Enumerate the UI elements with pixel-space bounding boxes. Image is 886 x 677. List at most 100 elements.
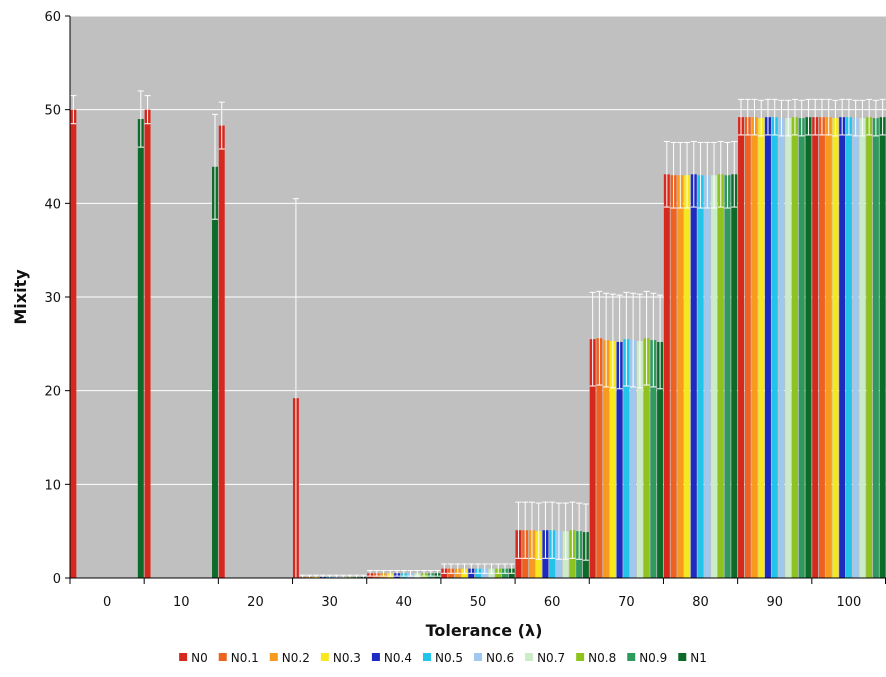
bar	[616, 341, 623, 578]
bar	[825, 117, 832, 578]
bar	[144, 109, 151, 579]
x-tick-label: 90	[766, 595, 783, 610]
legend-item: N0.2	[269, 651, 310, 665]
legend-label: N0.7	[537, 651, 565, 665]
legend-label: N0.2	[282, 651, 310, 665]
bar	[630, 340, 637, 578]
y-tick-label: 30	[44, 291, 61, 306]
bar	[711, 175, 718, 578]
bar	[218, 125, 225, 578]
bars	[70, 109, 886, 579]
bar	[690, 174, 697, 578]
bar	[697, 175, 704, 578]
legend-item: N0.3	[320, 651, 361, 665]
bar	[879, 117, 886, 578]
y-tick-label: 50	[44, 104, 61, 119]
legend-item: N0.7	[525, 651, 565, 665]
bar	[704, 175, 711, 578]
legend-swatch	[269, 653, 278, 661]
legend-swatch	[525, 653, 534, 661]
x-tick-label: 80	[692, 595, 709, 610]
bar	[643, 338, 650, 578]
x-tick-label: 70	[618, 595, 635, 610]
legend-item: N0.8	[576, 651, 616, 665]
bar	[832, 118, 839, 578]
legend-swatch	[218, 653, 227, 661]
legend-label: N0.5	[435, 651, 463, 665]
legend-swatch	[320, 653, 329, 661]
bar	[137, 119, 144, 579]
legend-item: N0	[179, 651, 208, 665]
bar	[805, 117, 812, 578]
y-tick-label: 20	[44, 385, 61, 400]
bar	[866, 117, 873, 578]
bar	[751, 117, 758, 578]
bar	[731, 174, 738, 578]
legend-swatch	[627, 653, 636, 661]
x-tick-label: 50	[470, 595, 487, 610]
legend-swatch	[371, 653, 380, 661]
bar	[818, 117, 825, 578]
bar	[778, 118, 785, 578]
x-tick-labels: 0 10 20 30 40 50 60 70 80 90 100	[103, 595, 861, 610]
x-tick-label: 40	[396, 595, 413, 610]
legend-label: N0.8	[588, 651, 616, 665]
bar	[603, 340, 610, 578]
legend-label: N1	[690, 651, 707, 665]
legend-item: N0.4	[371, 651, 412, 665]
bar	[670, 175, 677, 578]
legend-label: N0	[191, 651, 208, 665]
bar	[609, 341, 616, 578]
bar	[596, 338, 603, 578]
bar	[70, 109, 77, 579]
legend-item: N0.1	[218, 651, 259, 665]
bar	[663, 174, 670, 578]
bar	[744, 117, 751, 578]
bar	[791, 117, 798, 578]
bar	[859, 118, 866, 578]
legend-item: N0.6	[474, 651, 514, 665]
y-tick-label: 40	[44, 197, 61, 212]
bar	[684, 175, 691, 578]
axes	[69, 16, 886, 584]
legend-label: N0.9	[639, 651, 667, 665]
legend-label: N0.3	[333, 651, 361, 665]
legend-swatch	[576, 653, 585, 661]
x-tick-label: 100	[836, 595, 861, 610]
bar	[623, 339, 630, 578]
legend-swatch	[678, 653, 687, 661]
bar	[798, 118, 805, 578]
legend-item: N0.5	[422, 651, 463, 665]
legend-label: N0.1	[231, 651, 259, 665]
x-tick-label: 0	[103, 595, 111, 610]
error-bars	[70, 90, 886, 579]
bar	[589, 339, 596, 578]
bar	[845, 117, 852, 578]
legend-item: N0.9	[627, 651, 667, 665]
y-tick-label: 0	[53, 572, 61, 587]
bar	[839, 117, 846, 578]
bar	[650, 340, 657, 578]
legend-swatch	[474, 653, 483, 661]
bar	[771, 117, 778, 578]
bar	[657, 341, 664, 578]
legend-label: N0.6	[486, 651, 514, 665]
x-tick-label: 60	[544, 595, 561, 610]
y-tick-label: 10	[44, 478, 61, 493]
bar	[872, 118, 879, 578]
bar	[765, 117, 771, 578]
x-tick-label: 10	[173, 595, 190, 610]
bar	[636, 341, 643, 578]
x-tick-label: 20	[247, 595, 264, 610]
bar	[785, 118, 792, 578]
bar	[212, 166, 218, 578]
y-tick-label: 60	[44, 10, 61, 25]
y-tick-labels: 0 10 20 30 40 50 60	[44, 10, 61, 587]
y-axis-title: Mixity	[11, 269, 30, 325]
x-axis-title: Tolerance (λ)	[426, 621, 543, 640]
legend: N0 N0.1 N0.2 N0.3 N0.4 N0.5 N0.6 N0.7 N0.8 N0.9 N1	[179, 651, 707, 665]
bar	[677, 175, 684, 578]
bar	[812, 117, 819, 578]
legend-swatch	[422, 653, 431, 661]
